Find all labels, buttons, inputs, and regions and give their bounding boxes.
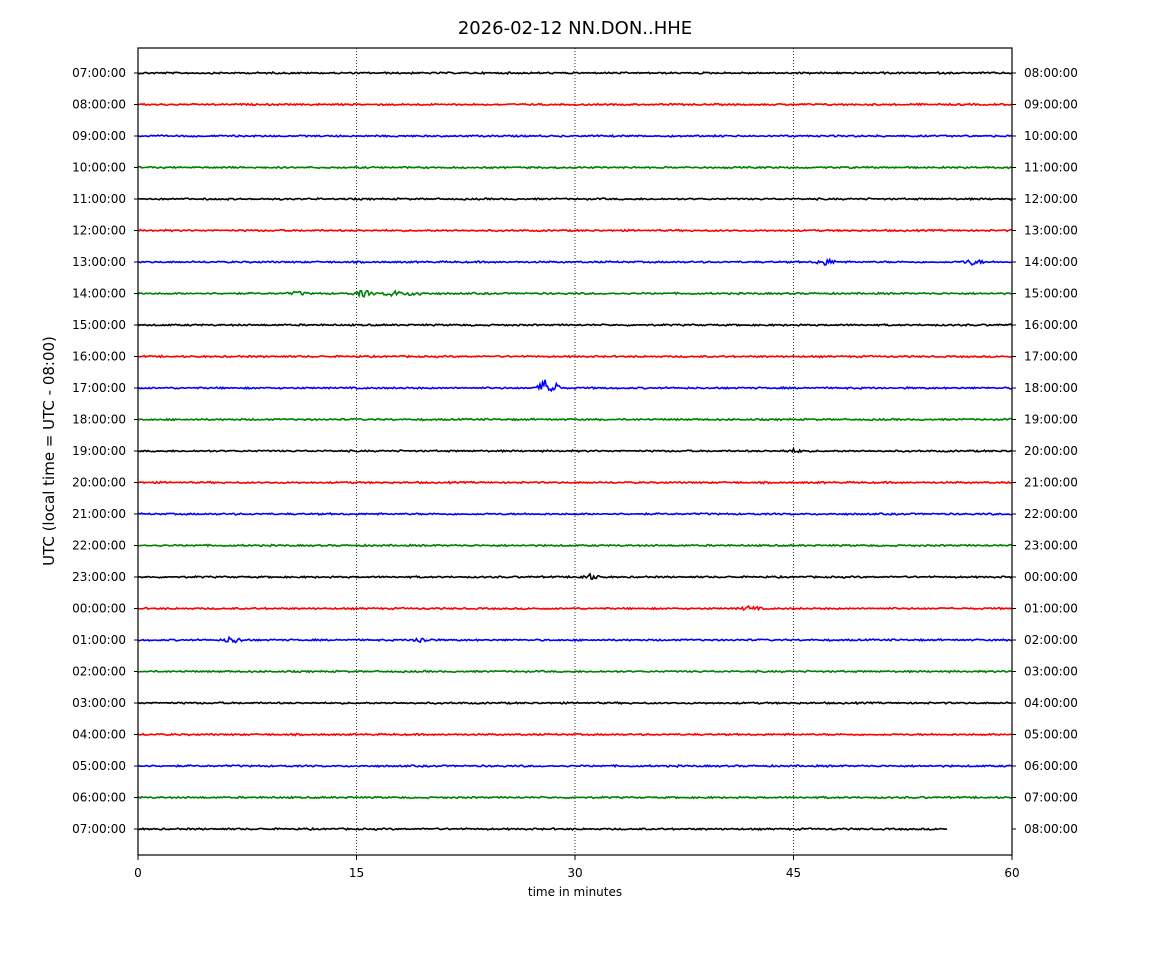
left-tick-label-21: 04:00:00 bbox=[72, 728, 126, 742]
trace-16 bbox=[137, 572, 1013, 580]
trace-14 bbox=[137, 511, 1013, 516]
left-tick-label-3: 10:00:00 bbox=[72, 161, 126, 175]
right-tick-label-20: 04:00:00 bbox=[1024, 696, 1078, 710]
left-tick-label-2: 09:00:00 bbox=[72, 129, 126, 143]
right-tick-label-21: 05:00:00 bbox=[1024, 728, 1078, 742]
left-tick-label-11: 18:00:00 bbox=[72, 413, 126, 427]
trace-12 bbox=[137, 446, 1013, 454]
right-tick-label-18: 02:00:00 bbox=[1024, 633, 1078, 647]
trace-9 bbox=[137, 354, 1013, 359]
left-tick-label-12: 19:00:00 bbox=[72, 444, 126, 458]
trace-11 bbox=[137, 417, 1013, 422]
seismic-traces bbox=[137, 70, 1013, 832]
trace-18 bbox=[137, 635, 1013, 644]
right-tick-label-1: 09:00:00 bbox=[1024, 98, 1078, 112]
x-tick-label-60: 60 bbox=[1004, 866, 1019, 880]
left-tick-label-20: 03:00:00 bbox=[72, 696, 126, 710]
trace-1 bbox=[137, 102, 1013, 107]
right-tick-label-12: 20:00:00 bbox=[1024, 444, 1078, 458]
left-tick-label-1: 08:00:00 bbox=[72, 98, 126, 112]
left-tick-label-5: 12:00:00 bbox=[72, 224, 126, 238]
x-tick-label-30: 30 bbox=[567, 866, 582, 880]
left-tick-label-7: 14:00:00 bbox=[72, 287, 126, 301]
x-tick-label-0: 0 bbox=[134, 866, 142, 880]
trace-15 bbox=[137, 543, 1013, 548]
left-tick-label-8: 15:00:00 bbox=[72, 318, 126, 332]
trace-17 bbox=[137, 604, 1013, 612]
trace-21 bbox=[137, 732, 1013, 737]
trace-0 bbox=[137, 70, 1013, 76]
left-tick-label-9: 16:00:00 bbox=[72, 350, 126, 364]
right-tick-label-11: 19:00:00 bbox=[1024, 413, 1078, 427]
right-tick-label-15: 23:00:00 bbox=[1024, 539, 1078, 553]
left-tick-label-14: 21:00:00 bbox=[72, 507, 126, 521]
trace-13 bbox=[137, 480, 1013, 485]
x-axis-label: time in minutes bbox=[528, 885, 622, 899]
trace-4 bbox=[137, 196, 1013, 202]
left-tick-label-17: 00:00:00 bbox=[72, 602, 126, 616]
trace-24 bbox=[137, 826, 948, 832]
left-tick-label-4: 11:00:00 bbox=[72, 192, 126, 206]
right-tick-label-3: 11:00:00 bbox=[1024, 161, 1078, 175]
trace-2 bbox=[137, 133, 1013, 139]
left-tick-label-19: 02:00:00 bbox=[72, 665, 126, 679]
right-tick-label-8: 16:00:00 bbox=[1024, 318, 1078, 332]
trace-7 bbox=[137, 289, 1013, 299]
right-tick-label-24: 08:00:00 bbox=[1024, 822, 1078, 836]
right-tick-label-6: 14:00:00 bbox=[1024, 255, 1078, 269]
right-tick-label-23: 07:00:00 bbox=[1024, 791, 1078, 805]
left-tick-label-16: 23:00:00 bbox=[72, 570, 126, 584]
trace-5 bbox=[137, 228, 1013, 233]
trace-20 bbox=[137, 700, 1013, 706]
right-tick-label-22: 06:00:00 bbox=[1024, 759, 1078, 773]
right-tick-label-19: 03:00:00 bbox=[1024, 665, 1078, 679]
trace-3 bbox=[137, 165, 1013, 170]
x-tick-label-45: 45 bbox=[786, 866, 801, 880]
trace-23 bbox=[137, 795, 1013, 800]
trace-8 bbox=[137, 322, 1013, 327]
left-time-axis: 07:00:00 08:00:00 09:00:00 10:00:00 11:00:00… bbox=[72, 66, 138, 836]
trace-10 bbox=[137, 379, 1013, 393]
right-tick-label-10: 18:00:00 bbox=[1024, 381, 1078, 395]
right-tick-label-17: 01:00:00 bbox=[1024, 602, 1078, 616]
right-tick-label-9: 17:00:00 bbox=[1024, 350, 1078, 364]
y-axis-label: UTC (local time = UTC - 08:00) bbox=[40, 336, 58, 566]
left-tick-label-10: 17:00:00 bbox=[72, 381, 126, 395]
right-tick-label-0: 08:00:00 bbox=[1024, 66, 1078, 80]
left-tick-label-15: 22:00:00 bbox=[72, 539, 126, 553]
trace-22 bbox=[137, 763, 1013, 769]
x-axis: 0 15 30 45 60 bbox=[134, 855, 1020, 880]
left-tick-label-6: 13:00:00 bbox=[72, 255, 126, 269]
right-tick-label-5: 13:00:00 bbox=[1024, 224, 1078, 238]
left-tick-label-18: 01:00:00 bbox=[72, 633, 126, 647]
right-tick-label-16: 00:00:00 bbox=[1024, 570, 1078, 584]
left-tick-label-13: 20:00:00 bbox=[72, 476, 126, 490]
right-tick-label-2: 10:00:00 bbox=[1024, 129, 1078, 143]
trace-6 bbox=[137, 257, 1013, 266]
left-tick-label-22: 05:00:00 bbox=[72, 759, 126, 773]
left-tick-label-23: 06:00:00 bbox=[72, 791, 126, 805]
right-tick-label-14: 22:00:00 bbox=[1024, 507, 1078, 521]
left-tick-label-0: 07:00:00 bbox=[72, 66, 126, 80]
trace-19 bbox=[137, 669, 1013, 674]
left-tick-label-24: 07:00:00 bbox=[72, 822, 126, 836]
vertical-gridlines bbox=[356, 48, 794, 855]
right-tick-label-7: 15:00:00 bbox=[1024, 287, 1078, 301]
right-time-axis: 08:00:00 09:00:00 10:00:00 11:00:00 12:00:00… bbox=[1012, 66, 1078, 836]
chart-title: 2026-02-12 NN.DON..HHE bbox=[458, 18, 692, 39]
right-tick-label-4: 12:00:00 bbox=[1024, 192, 1078, 206]
x-tick-label-15: 15 bbox=[349, 866, 364, 880]
right-tick-label-13: 21:00:00 bbox=[1024, 476, 1078, 490]
